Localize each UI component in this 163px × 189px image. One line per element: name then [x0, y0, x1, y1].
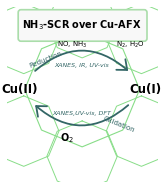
Text: Oxidation: Oxidation	[103, 115, 136, 134]
Text: Cu(I): Cu(I)	[129, 83, 161, 96]
Text: NO, NH$_3$: NO, NH$_3$	[57, 40, 87, 50]
FancyBboxPatch shape	[18, 10, 147, 41]
Text: Cu(II): Cu(II)	[2, 83, 38, 96]
Text: O$_2$: O$_2$	[60, 132, 74, 145]
Text: N$_2$, H$_2$O: N$_2$, H$_2$O	[116, 40, 145, 50]
Text: XANES,UV-vis, DFT: XANES,UV-vis, DFT	[53, 111, 111, 116]
Text: Reduction: Reduction	[29, 50, 63, 69]
Text: XANES, IR, UV-vis: XANES, IR, UV-vis	[55, 63, 110, 68]
FancyArrowPatch shape	[35, 51, 127, 71]
Text: NH$_3$-SCR over Cu-AFX: NH$_3$-SCR over Cu-AFX	[22, 19, 142, 32]
FancyArrowPatch shape	[36, 105, 128, 125]
